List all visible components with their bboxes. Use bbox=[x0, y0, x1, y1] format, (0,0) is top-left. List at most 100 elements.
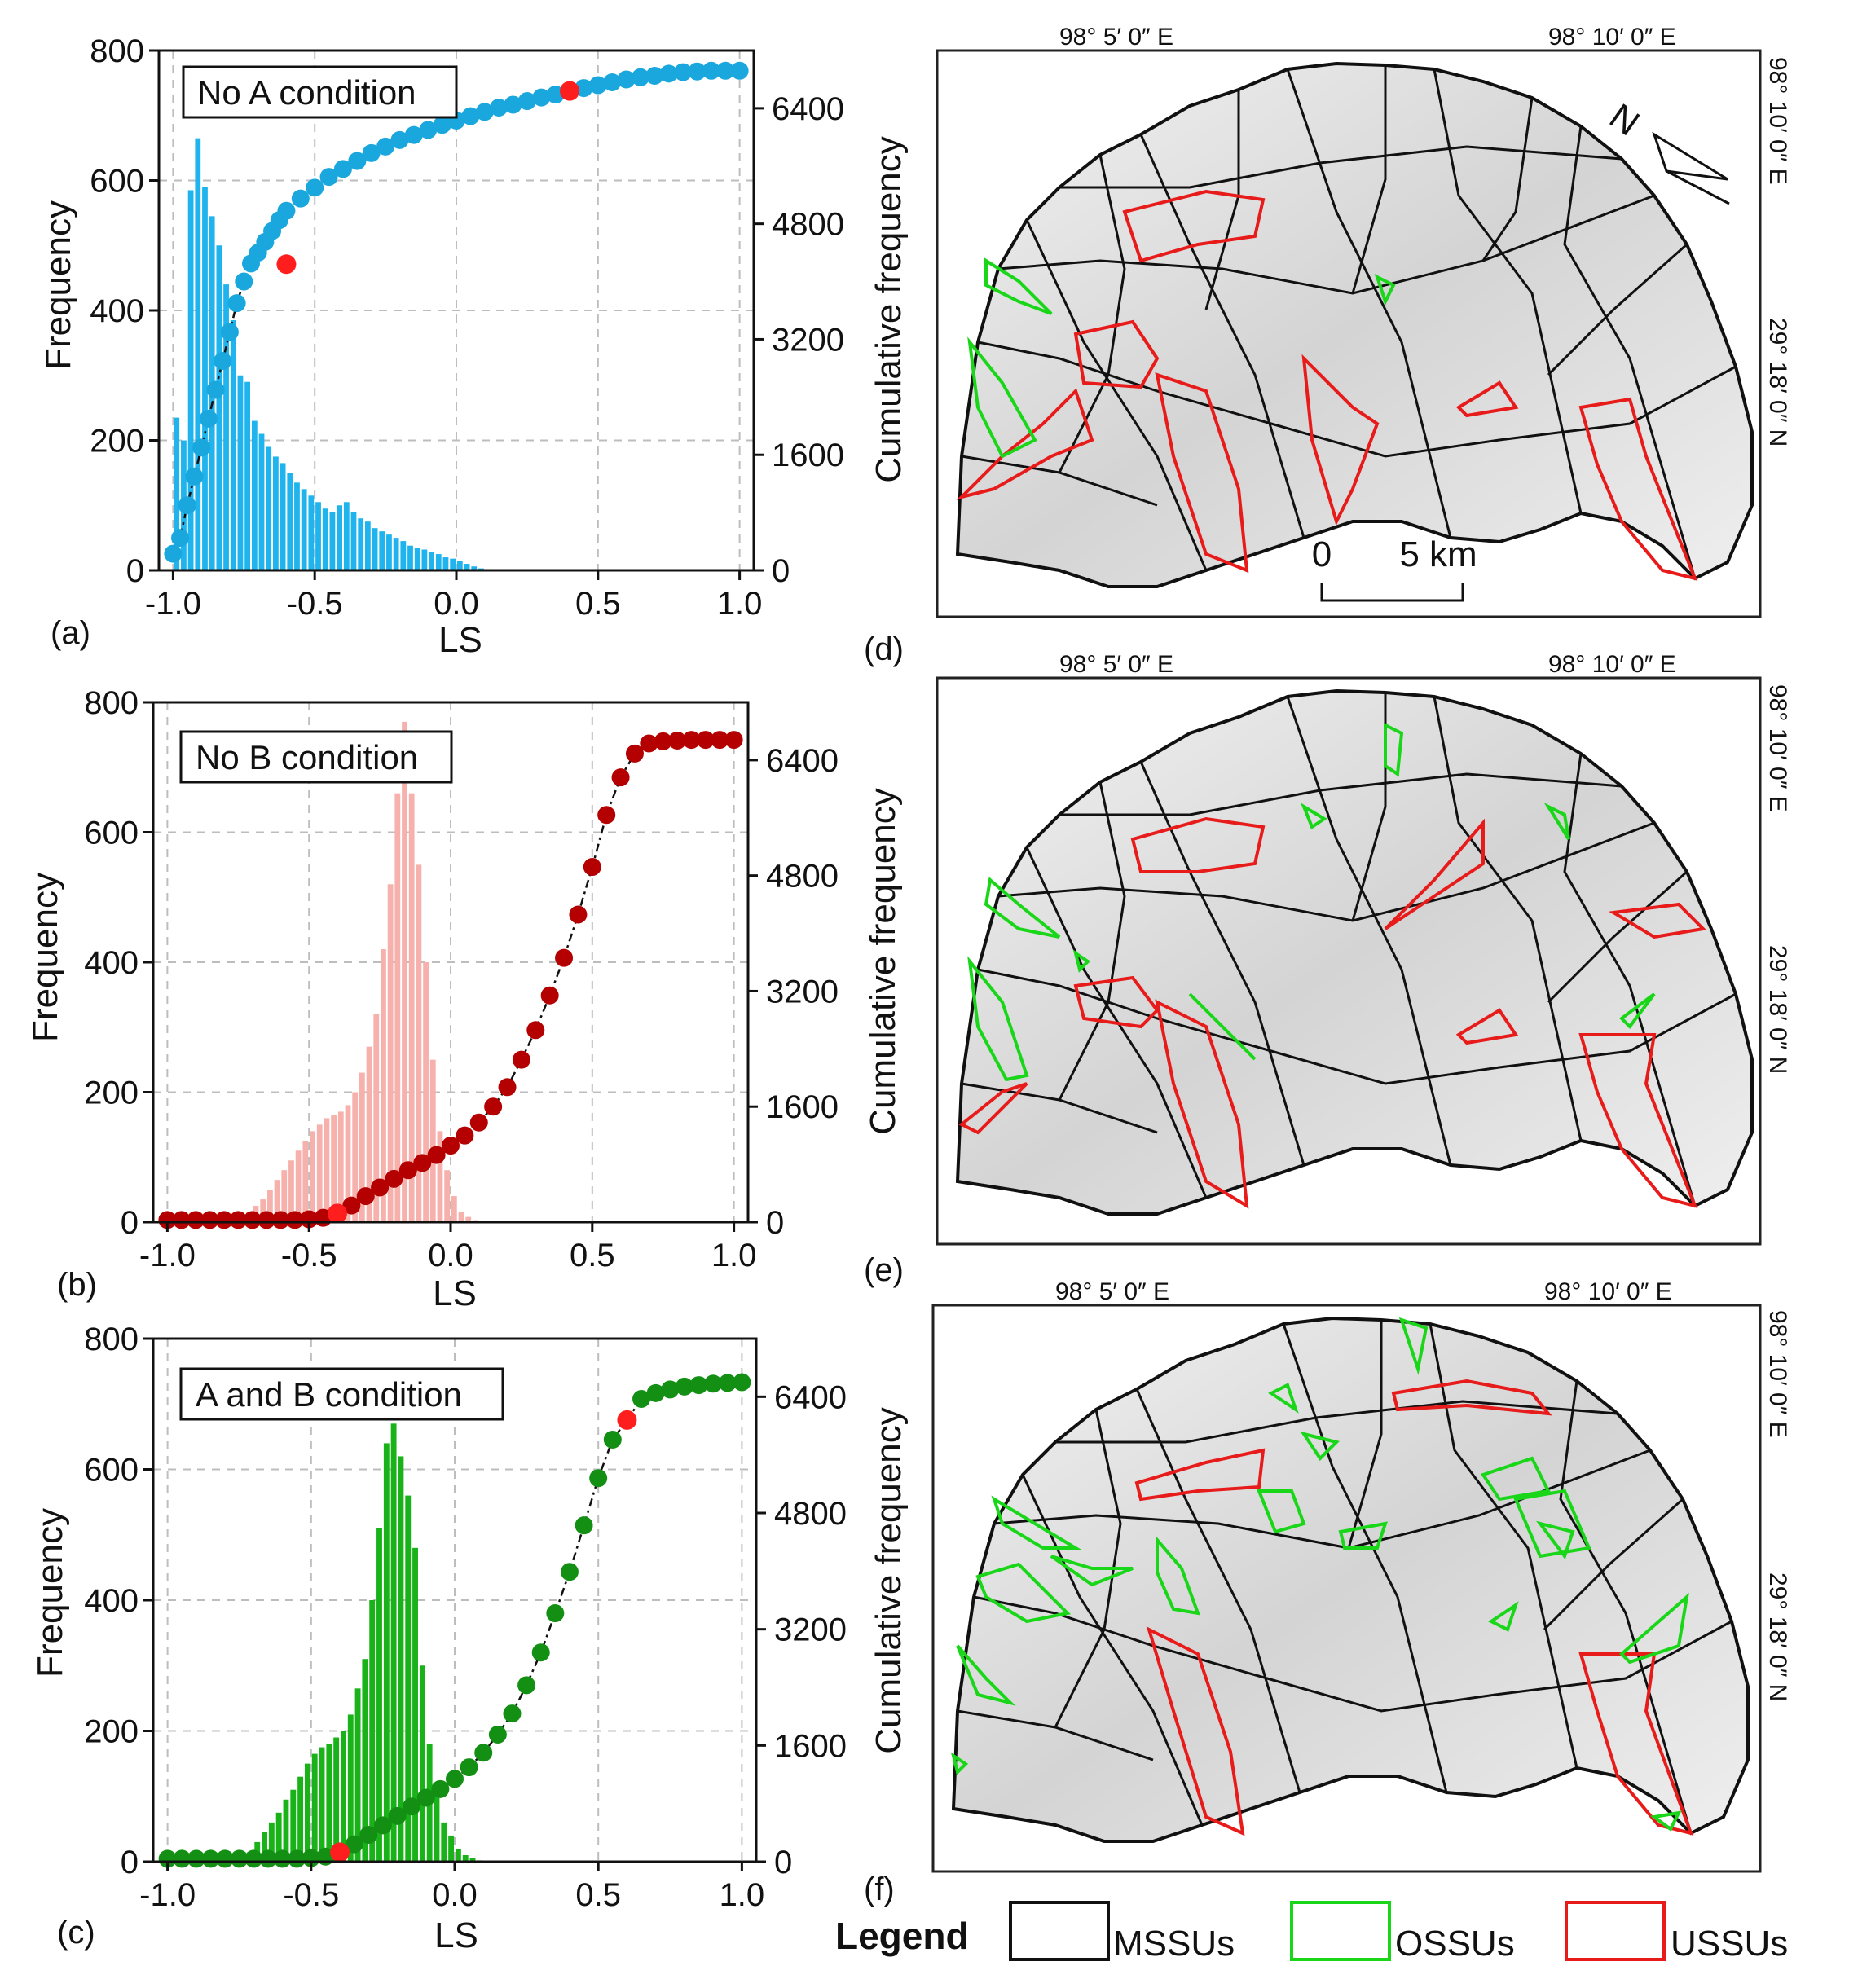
chart-c-bar bbox=[376, 1528, 382, 1862]
chart-a-cumulative-point bbox=[404, 125, 423, 144]
chart-a-bar bbox=[187, 190, 194, 570]
chart-c-cumulative-point bbox=[187, 1849, 205, 1868]
chart-a-bar bbox=[244, 381, 251, 570]
chart-a-cumulative-point bbox=[206, 380, 225, 399]
chart-b-bar bbox=[267, 1190, 273, 1222]
chart-a-bar bbox=[223, 284, 229, 570]
chart-c-cumulative-point bbox=[158, 1849, 177, 1868]
chart-a-cumulative-point bbox=[306, 178, 324, 197]
chart-c-bar bbox=[455, 1848, 461, 1862]
map-d-scale-5: 5 km bbox=[1399, 534, 1477, 574]
chart-c-y2tick-label: 3200 bbox=[774, 1612, 847, 1648]
chart-a-bar bbox=[350, 512, 357, 570]
chart-c-panel-label: (c) bbox=[57, 1915, 95, 1951]
chart-panel-b: -1.0 -0.5 0.0 0.5 1.0 0 200 400 600 800 0 1600 3200 4… bbox=[84, 685, 839, 1273]
chart-b-bar bbox=[416, 864, 422, 1222]
chart-c-bar bbox=[304, 1763, 310, 1862]
map-f-panel-label: (f) bbox=[864, 1871, 895, 1907]
chart-a-cumulative-point bbox=[192, 438, 211, 457]
chart-c-bar bbox=[262, 1832, 267, 1862]
chart-b-threshold-point bbox=[327, 1203, 347, 1224]
chart-a-bar bbox=[237, 375, 244, 570]
chart-b-bar bbox=[288, 1160, 294, 1222]
chart-c-cumulative-point bbox=[689, 1376, 708, 1395]
chart-c-bar bbox=[441, 1822, 447, 1862]
chart-c-cumulative-point bbox=[589, 1469, 608, 1488]
chart-a-threshold-point bbox=[276, 254, 297, 275]
chart-b-cumulative-point bbox=[243, 1211, 262, 1229]
chart-c-y2tick-label: 0 bbox=[774, 1845, 792, 1880]
chart-b-cumulative-point bbox=[356, 1187, 375, 1206]
chart-b-bar bbox=[465, 1216, 472, 1222]
chart-c-xtick-label: -1.0 bbox=[139, 1877, 196, 1913]
chart-a-xtick-label: -1.0 bbox=[145, 586, 201, 622]
chart-a-bar bbox=[400, 541, 407, 570]
chart-b-y2tick-label: 1600 bbox=[766, 1089, 839, 1125]
chart-c-bar bbox=[434, 1789, 440, 1862]
chart-b-y2tick-label: 6400 bbox=[766, 743, 839, 779]
chart-b-bar bbox=[345, 1105, 351, 1222]
chart-c-bar bbox=[297, 1776, 304, 1862]
chart-a-bar bbox=[258, 433, 265, 570]
chart-c-cumulative-point bbox=[575, 1516, 593, 1535]
chart-c-bar bbox=[283, 1799, 289, 1862]
chart-a-ytick-label: 0 bbox=[126, 553, 144, 589]
chart-c-y2tick-label: 1600 bbox=[774, 1728, 847, 1764]
chart-a-ylabel: Frequency bbox=[38, 200, 78, 370]
chart-c-bar bbox=[462, 1854, 469, 1862]
chart-b-cumulative-point bbox=[398, 1161, 417, 1180]
chart-c-cumulative-point bbox=[460, 1758, 478, 1777]
chart-b-cumulative-point bbox=[611, 768, 630, 787]
chart-c-y2label: Cumulative frequency bbox=[869, 1407, 909, 1754]
chart-a-threshold-point bbox=[560, 81, 580, 101]
chart-a-cumulative-point bbox=[588, 76, 607, 95]
chart-a-cumulative-point bbox=[730, 61, 749, 80]
chart-a-xtick-label: 0.5 bbox=[575, 586, 621, 622]
chart-c-ytick-label: 0 bbox=[121, 1845, 139, 1880]
chart-b-xtick-label: 0.5 bbox=[570, 1238, 615, 1273]
chart-a-bar bbox=[251, 420, 258, 570]
chart-b-y2label: Cumulative frequency bbox=[863, 788, 903, 1135]
chart-a-cumulative-point bbox=[319, 168, 338, 187]
chart-a-cumulative-point bbox=[716, 61, 735, 80]
chart-b-bar bbox=[324, 1118, 330, 1222]
chart-c-cumulative-point bbox=[173, 1849, 192, 1868]
chart-b-xtick-label: -0.5 bbox=[281, 1238, 337, 1273]
chart-c-cumulative-point bbox=[345, 1835, 363, 1854]
chart-b-bar bbox=[373, 1014, 380, 1222]
map-e-coord-side-bottom: 29° 18′ 0″ N bbox=[1764, 945, 1791, 1074]
chart-a-bar bbox=[429, 552, 434, 570]
chart-b-bar bbox=[310, 1131, 315, 1222]
chart-a-ytick-label: 400 bbox=[90, 293, 144, 329]
chart-a-cumulative-point bbox=[645, 67, 664, 86]
chart-b-cumulative-point bbox=[172, 1211, 191, 1229]
chart-b-bar bbox=[458, 1212, 464, 1222]
chart-c-cumulative-point bbox=[704, 1374, 723, 1393]
chart-b-bar bbox=[437, 1131, 443, 1222]
chart-a-cumulative-point bbox=[348, 152, 367, 170]
chart-c-bar bbox=[383, 1443, 390, 1862]
chart-c-bar bbox=[290, 1789, 297, 1862]
chart-c-bar bbox=[398, 1456, 404, 1862]
chart-a-bar bbox=[442, 557, 449, 570]
chart-b-cumulative-point bbox=[540, 986, 559, 1005]
map-d-coord-top-left: 98° 5′ 0″ E bbox=[1059, 24, 1173, 51]
chart-a-bar bbox=[364, 521, 371, 570]
chart-b-xlabel: LS bbox=[433, 1273, 477, 1313]
chart-b-ytick-label: 400 bbox=[84, 945, 139, 981]
chart-a-y2tick-label: 1600 bbox=[772, 438, 844, 473]
chart-a-cumulative-point bbox=[178, 496, 196, 515]
chart-c-ytick-label: 400 bbox=[84, 1583, 139, 1619]
chart-a-bar bbox=[464, 564, 470, 570]
chart-a-cumulative-point bbox=[291, 189, 310, 208]
chart-c-cumulative-point bbox=[416, 1788, 435, 1807]
chart-a-bar bbox=[174, 417, 180, 570]
map-e-coord-side-top: 98° 10′ 0″ E bbox=[1764, 684, 1791, 812]
chart-c-cumulative-point bbox=[560, 1563, 579, 1581]
chart-c-cumulative-point bbox=[273, 1849, 292, 1868]
chart-a-cumulative-point bbox=[390, 130, 409, 149]
chart-b-bar bbox=[451, 1196, 457, 1222]
chart-b-xtick-label: 1.0 bbox=[711, 1238, 757, 1273]
legend-swatch-mssu bbox=[1009, 1901, 1110, 1961]
chart-a-y2tick-label: 0 bbox=[772, 553, 790, 589]
